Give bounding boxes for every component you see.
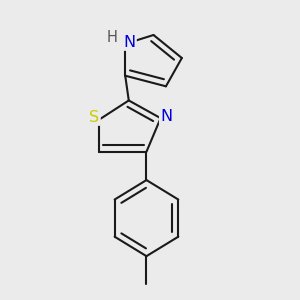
Text: S: S xyxy=(89,110,100,124)
Text: H: H xyxy=(106,30,117,45)
Text: N: N xyxy=(123,34,136,50)
Text: N: N xyxy=(160,109,172,124)
